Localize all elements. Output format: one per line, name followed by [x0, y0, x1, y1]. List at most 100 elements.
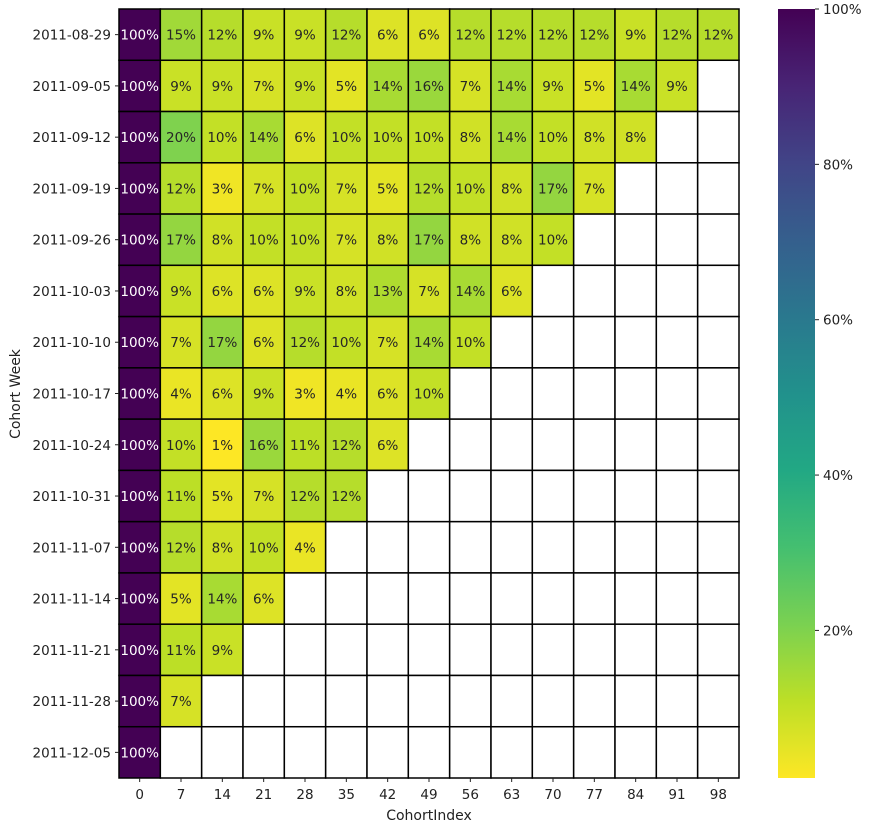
- y-axis: 2011-08-29 2011-09-05 2011-09-12 2011-09-19…: [33, 28, 119, 761]
- colorbar: 100% 80% 60% 40% 20%: [778, 2, 862, 778]
- heatmap-cell: [407, 315, 451, 369]
- cell-value-label: 14%: [455, 284, 485, 300]
- heatmap-cell: [531, 572, 575, 625]
- cell-value-label: 7%: [460, 79, 482, 95]
- heatmap-cell: [655, 110, 699, 164]
- heatmap-cell: [407, 8, 451, 62]
- heatmap-cell: [448, 162, 492, 215]
- heatmap-cell: [242, 162, 286, 215]
- heatmap-cell: [448, 469, 492, 523]
- cell-value-label: 3%: [212, 181, 234, 197]
- heatmap-cell: [572, 213, 616, 267]
- heatmap-cell: [448, 418, 492, 472]
- heatmap-cell: [324, 162, 368, 215]
- heatmap-cell: [159, 264, 203, 318]
- cell-value-label: 17%: [207, 335, 237, 351]
- cell-value-label: 12%: [497, 28, 527, 44]
- x-tick-label: 91: [668, 787, 685, 803]
- heatmap-cell: [490, 367, 534, 420]
- heatmap-cell: [283, 367, 327, 420]
- heatmap-cell: [614, 315, 658, 369]
- heatmap-cell: [696, 59, 740, 113]
- heatmap-cell: [572, 8, 616, 62]
- heatmap-cell: [531, 623, 575, 677]
- cell-value-label: 7%: [253, 181, 275, 197]
- cell-value-label: 14%: [207, 592, 237, 608]
- cell-value-label: 10%: [455, 335, 485, 351]
- cell-value-label: 4%: [336, 387, 358, 403]
- heatmap-cell: [655, 469, 699, 523]
- y-tick-label: 2011-10-10: [33, 335, 111, 351]
- heatmap-cell: [696, 315, 740, 369]
- heatmap-cell: [407, 674, 451, 728]
- heatmap-cell: [366, 572, 410, 625]
- cell-value-label: 100%: [120, 387, 159, 403]
- heatmap-cell: [159, 725, 203, 779]
- heatmap-cell: [448, 623, 492, 677]
- heatmap-cell: [655, 59, 699, 113]
- cell-value-label: 9%: [253, 28, 275, 44]
- heatmap-cell: [118, 213, 162, 267]
- colorbar-gradient: [778, 9, 815, 778]
- cell-value-label: 7%: [584, 181, 606, 197]
- heatmap-cell: [572, 572, 616, 625]
- cell-value-label: 10%: [249, 540, 279, 556]
- heatmap-cell: [572, 469, 616, 523]
- heatmap-cell: [696, 520, 740, 574]
- heatmap-cell: [324, 315, 368, 369]
- heatmap-cell: [324, 59, 368, 113]
- cell-value-label: 14%: [497, 130, 527, 146]
- x-tick-label: 42: [379, 787, 396, 803]
- heatmap-cell: [407, 418, 451, 472]
- cell-value-label: 10%: [207, 130, 237, 146]
- cell-value-label: 9%: [625, 28, 647, 44]
- heatmap-cell: [324, 572, 368, 625]
- cell-value-label: 12%: [538, 28, 568, 44]
- heatmap-cell: [118, 110, 162, 164]
- cell-value-label: 5%: [377, 181, 399, 197]
- cell-value-label: 8%: [336, 284, 358, 300]
- heatmap-cell: [614, 572, 658, 625]
- cell-value-label: 8%: [377, 233, 399, 249]
- heatmap-cell: [283, 623, 327, 677]
- cell-value-label: 8%: [460, 130, 482, 146]
- heatmap-cell: [324, 418, 368, 472]
- heatmap-cell: [200, 264, 244, 318]
- heatmap-cell: [490, 8, 534, 62]
- heatmap-cell: [531, 315, 575, 369]
- heatmap-cell: [324, 674, 368, 728]
- heatmap-cell: [324, 725, 368, 779]
- heatmap-cell: [572, 725, 616, 779]
- cell-value-label: 14%: [621, 79, 651, 95]
- cell-value-label: 13%: [373, 284, 403, 300]
- cell-value-label: 10%: [331, 335, 361, 351]
- cell-value-label: 100%: [120, 335, 159, 351]
- cell-value-label: 100%: [120, 489, 159, 505]
- cell-value-label: 7%: [253, 79, 275, 95]
- cell-value-label: 12%: [703, 28, 733, 44]
- cell-value-label: 5%: [584, 79, 606, 95]
- colorbar-tick-label: 20%: [823, 623, 853, 639]
- cell-value-label: 12%: [455, 28, 485, 44]
- heatmap-cell: [490, 315, 534, 369]
- cell-value-label: 17%: [166, 233, 196, 249]
- heatmap-cell: [242, 59, 286, 113]
- heatmap-cell: [448, 520, 492, 574]
- heatmap-cell: [407, 572, 451, 625]
- cell-value-label: 1%: [212, 438, 234, 454]
- y-tick-label: 2011-12-05: [33, 745, 111, 761]
- cell-value-label: 7%: [170, 335, 192, 351]
- heatmap-cell: [242, 213, 286, 267]
- heatmap-cell: [572, 520, 616, 574]
- heatmap-cell: [366, 623, 410, 677]
- heatmap-cell: [490, 418, 534, 472]
- heatmap-cell: [448, 674, 492, 728]
- heatmap-cell: [118, 623, 162, 677]
- cell-value-label: 5%: [336, 79, 358, 95]
- heatmap-cell: [283, 162, 327, 215]
- heatmap-cell: [696, 264, 740, 318]
- cell-value-label: 7%: [418, 284, 440, 300]
- cell-value-label: 9%: [294, 79, 316, 95]
- heatmap-cell: [696, 418, 740, 472]
